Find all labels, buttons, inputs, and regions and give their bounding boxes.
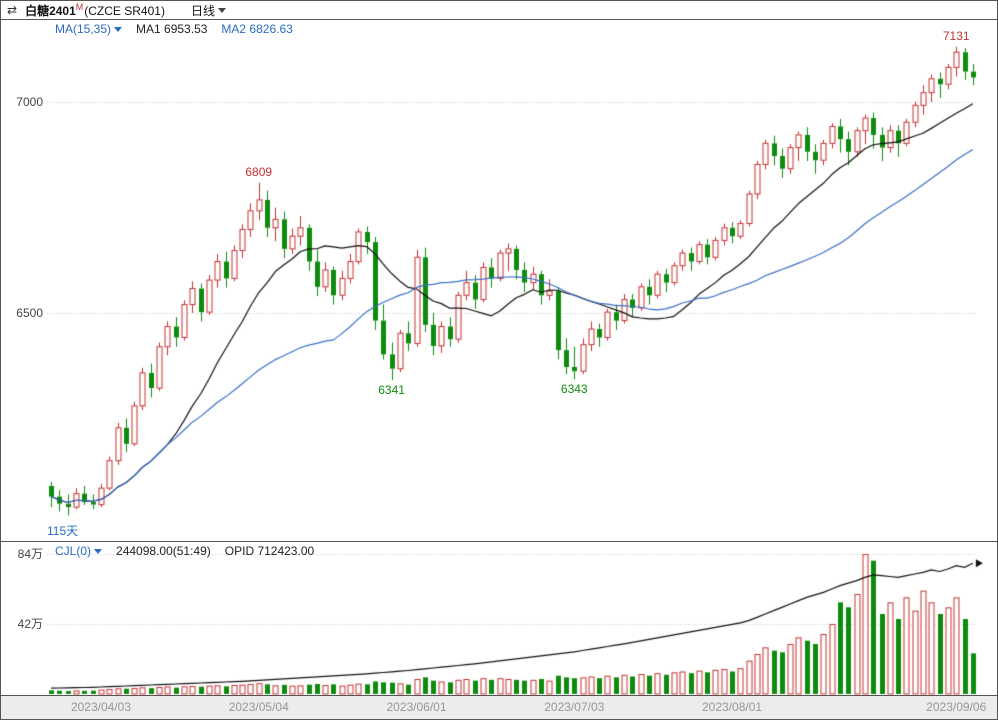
price-annotation: 6343 xyxy=(560,382,588,397)
period-label: 日线 xyxy=(190,3,215,18)
price-annotation: 6341 xyxy=(378,383,405,398)
chevron-down-icon xyxy=(217,7,226,13)
x-axis-label: 2023/05/04 xyxy=(228,700,289,714)
swap-contracts-icon[interactable]: ⇄ xyxy=(7,3,18,17)
volume-panel: CJL(0) 244098.00(51:49) OPID 712423.00 8… xyxy=(1,541,998,696)
volume-indicator-row: CJL(0) 244098.00(51:49) OPID 712423.00 xyxy=(55,544,314,558)
period-selector[interactable]: 日线 xyxy=(191,2,226,19)
days-count-label: 115天 xyxy=(47,524,79,538)
x-axis-label: 2023/09/06 xyxy=(926,700,987,714)
price-annotation: 6809 xyxy=(245,164,273,179)
contract-title: 白糖2401M(CZCE SR401) xyxy=(25,2,165,19)
x-axis-label: 2023/08/01 xyxy=(702,700,763,714)
x-axis: 2023/04/03 2023/05/04 2023/06/01 2023/07/03… xyxy=(1,695,997,719)
x-axis-label: 2023/07/03 xyxy=(544,700,605,714)
title-bar: ⇄ 白糖2401M(CZCE SR401) 日线 xyxy=(1,1,997,19)
price-annotation: 7131 xyxy=(942,28,970,43)
exchange-code: (CZCE SR401) xyxy=(84,3,165,18)
x-axis-label: 2023/04/03 xyxy=(70,700,131,714)
price-chart-panel: MA(15,35) MA1 6953.53 MA2 6826.63 7000 6… xyxy=(1,19,998,542)
ma-indicator-label: MA(15,35) xyxy=(55,22,112,36)
contract-type-superscript: M xyxy=(75,1,84,12)
chevron-down-icon xyxy=(94,548,103,554)
x-axis-label: 2023/06/01 xyxy=(386,700,447,714)
volume-indicator-label: CJL(0) xyxy=(55,544,92,558)
ma1-value: MA1 6953.53 xyxy=(136,22,208,36)
ma-indicator-row: MA(15,35) MA1 6953.53 MA2 6826.63 xyxy=(55,22,293,36)
contract-name: 白糖2401 xyxy=(25,3,76,18)
ma2-value: MA2 6826.63 xyxy=(221,22,293,36)
ma-indicator-selector[interactable]: MA(15,35) xyxy=(55,22,123,36)
volume-axis-label: 84万 xyxy=(17,547,43,561)
chevron-down-icon xyxy=(114,26,123,32)
volume-value: 244098.00(51:49) xyxy=(116,544,211,558)
volume-indicator-selector[interactable]: CJL(0) xyxy=(55,544,103,558)
volume-axis-label: 42万 xyxy=(17,617,43,631)
volume-chart-canvas[interactable] xyxy=(1,542,998,696)
price-axis-label: 7000 xyxy=(16,95,43,109)
price-axis-label: 6500 xyxy=(16,306,43,320)
open-interest-value: OPID 712423.00 xyxy=(224,544,315,558)
candlestick-chart-canvas[interactable] xyxy=(1,20,998,542)
